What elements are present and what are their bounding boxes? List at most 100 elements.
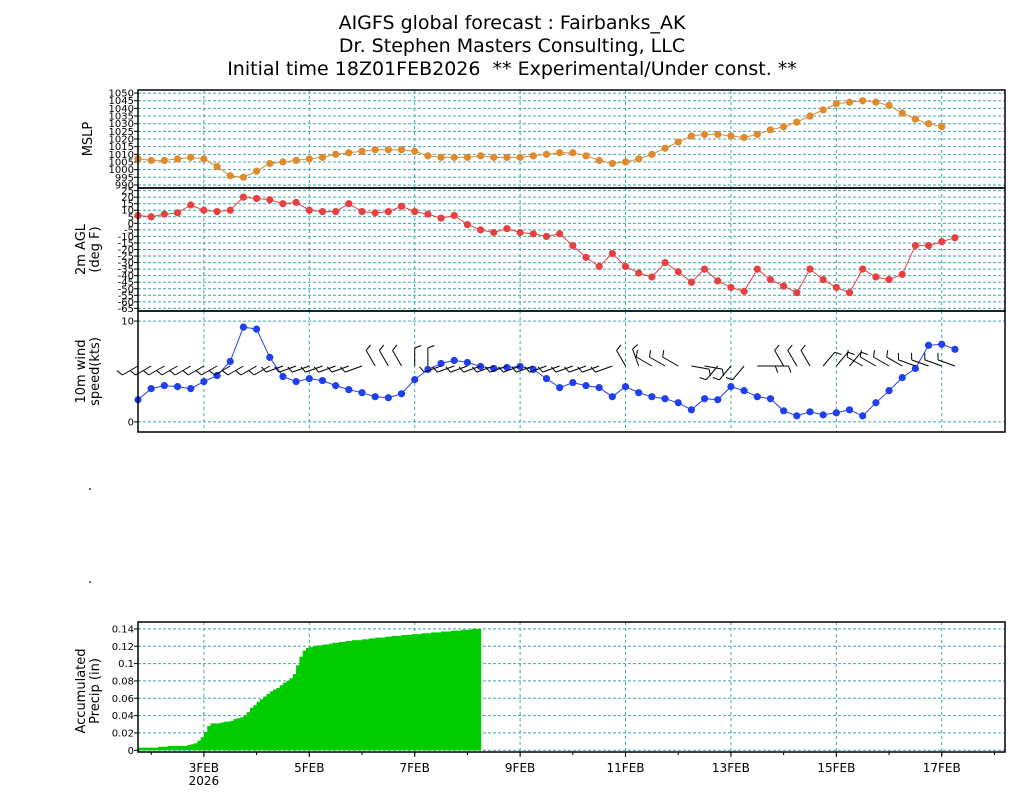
precip-ylabel: AccumulatedPrecip (in) [74, 648, 103, 733]
x-tick-label: 5FEB [294, 761, 324, 775]
precip-bar [408, 635, 413, 751]
precip-bar [444, 631, 449, 751]
mslp-point [213, 162, 221, 171]
precip-bar [174, 745, 179, 751]
wind-point [635, 389, 643, 397]
temp-point [621, 262, 630, 271]
temp-ytick-label: -35 [118, 265, 134, 276]
wind-ytick-label: 10 [121, 317, 134, 328]
temp-ytick-label: -45 [118, 278, 134, 289]
precip-bar [371, 638, 376, 751]
wind-barb-flag [143, 370, 150, 376]
mslp-point [160, 156, 168, 165]
mslp-point [648, 150, 656, 158]
temp-ytick-label: -50 [118, 284, 134, 295]
temp-point [345, 200, 353, 208]
wind-barb-flag [860, 351, 868, 355]
wind-point [542, 374, 551, 383]
temp-point [490, 228, 498, 237]
wind-barb [835, 351, 849, 367]
mslp-point [819, 106, 827, 114]
wind-barb [649, 356, 666, 367]
wind-point [687, 406, 696, 414]
wind-barb [161, 365, 178, 376]
mslp-point [832, 100, 840, 108]
mslp-point [424, 152, 432, 160]
wind-point [780, 407, 788, 415]
wind-point [384, 394, 392, 402]
mslp-ytick-label: 1045 [109, 96, 134, 107]
title-line-1: AIGFS global forecast : Fairbanks_AK [338, 12, 686, 34]
wind-barb [924, 359, 942, 367]
precip-bar [167, 745, 172, 751]
mslp-ytick-label: 1040 [109, 104, 134, 115]
wind-barb [529, 365, 547, 373]
precip-bar [207, 726, 212, 751]
wind-point [226, 357, 234, 366]
temp-point [924, 241, 933, 250]
wind-barb [662, 356, 679, 367]
wind-barb [331, 365, 349, 373]
wind-barb-flag [712, 377, 720, 381]
precip-bar [259, 699, 264, 751]
temp-ytick-label: -30 [118, 258, 134, 269]
mslp-point [859, 97, 867, 105]
temp-point [516, 228, 524, 237]
temp-point [556, 230, 564, 238]
wind-barb-flag [471, 366, 478, 373]
precip-bar [454, 630, 459, 751]
wind-barb-flag [847, 351, 855, 355]
mslp-point [332, 150, 340, 158]
precip-bar [263, 696, 268, 751]
mslp-ytick-label: 1000 [109, 165, 134, 176]
precip-bar [457, 630, 462, 751]
precip-bar [421, 633, 426, 751]
wind-barb-flag [774, 344, 780, 351]
wind-barb-flag [550, 366, 557, 373]
precip-bar [312, 646, 317, 751]
wind-barb [898, 359, 916, 367]
mslp-point [397, 146, 406, 154]
mslp-point [806, 112, 814, 120]
wind-point [345, 386, 353, 394]
wind-barb-flag [872, 350, 876, 358]
wind-point [292, 377, 300, 386]
mslp-point [885, 101, 893, 109]
wind-barb [174, 365, 191, 376]
x-tick-label: 3FEB [189, 761, 219, 775]
mslp-ytick-label: 1010 [109, 150, 134, 161]
mslp-point [476, 152, 485, 160]
wind-barb [122, 365, 139, 376]
precip-bar [424, 633, 429, 751]
wind-barb [787, 350, 798, 367]
wind-barb [214, 365, 231, 376]
wind-barb-flag [427, 345, 435, 349]
precip-bar [398, 635, 403, 751]
precip-bar [441, 631, 445, 751]
wind-point [924, 341, 933, 349]
precip-bar [217, 723, 221, 751]
temp-ytick-label: -5 [124, 225, 134, 236]
temp-point [463, 221, 472, 229]
wind-barb [292, 365, 310, 373]
wind-point [845, 406, 854, 414]
precip-ytick-label: 0.14 [112, 624, 134, 635]
precip-bar [342, 641, 347, 751]
wind-barb [392, 350, 402, 367]
temp-point [714, 277, 722, 285]
temp-point [200, 206, 208, 214]
mslp-point [187, 153, 195, 161]
wind-barb-flag [774, 365, 779, 373]
precip-frame [137, 621, 1006, 753]
wind-barb [860, 356, 877, 367]
wind-barb [227, 365, 244, 376]
temp-point [727, 283, 735, 292]
wind-barb-flag [564, 366, 570, 373]
wind-barb-flag [648, 350, 652, 358]
mslp-point [490, 153, 498, 161]
wind-barb-flag [846, 350, 849, 358]
wind-point [621, 383, 630, 391]
mslp-point [173, 155, 182, 163]
wind-barb-flag [537, 366, 544, 373]
precip-ytick-label: 0.1 [118, 659, 134, 670]
